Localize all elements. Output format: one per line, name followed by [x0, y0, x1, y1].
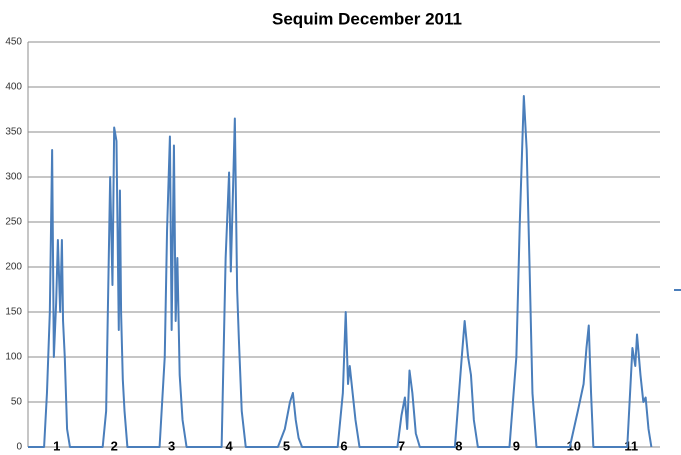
- x-tick-label: 4: [225, 438, 233, 453]
- x-tick-label: 8: [455, 438, 462, 453]
- y-tick-label: 150: [5, 307, 22, 318]
- x-tick-label: 10: [567, 438, 581, 453]
- x-tick-label: 5: [283, 438, 290, 453]
- x-tick-label: 7: [398, 438, 405, 453]
- chart-title: Sequim December 2011: [272, 9, 462, 28]
- y-tick-label: 350: [5, 127, 22, 138]
- y-tick-label: 300: [5, 172, 22, 183]
- x-tick-label: 9: [513, 438, 520, 453]
- x-tick-label: 6: [340, 438, 347, 453]
- x-tick-label: 3: [168, 438, 175, 453]
- x-tick-label: 2: [111, 438, 118, 453]
- y-tick-label: 0: [16, 442, 22, 453]
- x-tick-label: 1: [53, 438, 60, 453]
- y-tick-label: 400: [5, 82, 22, 93]
- y-tick-label: 100: [5, 352, 22, 363]
- y-tick-label: 50: [11, 397, 23, 408]
- data-line: [28, 95, 653, 448]
- y-tick-label: 450: [5, 37, 22, 48]
- y-tick-label: 200: [5, 262, 22, 273]
- y-tick-label: 250: [5, 217, 22, 228]
